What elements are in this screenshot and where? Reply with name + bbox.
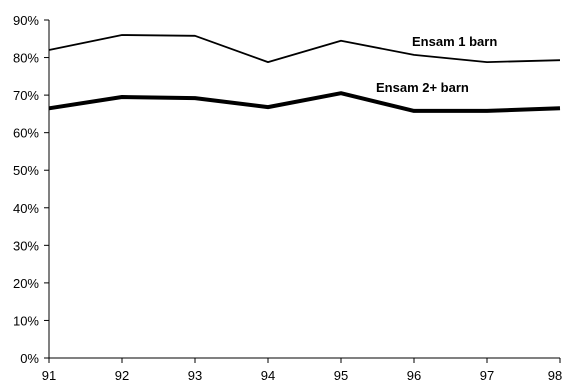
x-tick-label: 92 — [115, 368, 129, 383]
x-tick-label: 91 — [42, 368, 56, 383]
y-tick-label: 70% — [13, 88, 39, 103]
series-line-ensam-1-barn — [48, 34, 561, 63]
x-tick-label: 97 — [480, 368, 494, 383]
x-tick-label: 96 — [407, 368, 421, 383]
x-tick-label: 94 — [261, 368, 275, 383]
x-ticks: 91 92 93 94 95 96 97 98 — [42, 358, 562, 383]
axes — [48, 20, 560, 359]
series-label-ensam-2-barn: Ensam 2+ barn — [376, 80, 469, 95]
y-tick-label: 90% — [13, 13, 39, 28]
y-tick-label: 80% — [13, 51, 39, 66]
y-tick-label: 0% — [20, 351, 39, 366]
y-tick-label: 20% — [13, 276, 39, 291]
y-tick-label: 30% — [13, 238, 39, 253]
y-ticks: 0% 10% 20% 30% 40% 50% 60% 70% 80% 90% — [13, 13, 49, 366]
series-line-ensam-2-barn — [48, 91, 561, 113]
series — [48, 34, 561, 113]
y-tick-label: 10% — [13, 313, 39, 328]
x-tick-label: 95 — [334, 368, 348, 383]
series-labels: Ensam 1 barn Ensam 2+ barn — [376, 34, 497, 95]
y-tick-label: 60% — [13, 126, 39, 141]
y-tick-label: 50% — [13, 163, 39, 178]
series-label-ensam-1-barn: Ensam 1 barn — [412, 34, 497, 49]
x-tick-label: 98 — [548, 368, 562, 383]
y-tick-label: 40% — [13, 201, 39, 216]
x-tick-label: 93 — [188, 368, 202, 383]
